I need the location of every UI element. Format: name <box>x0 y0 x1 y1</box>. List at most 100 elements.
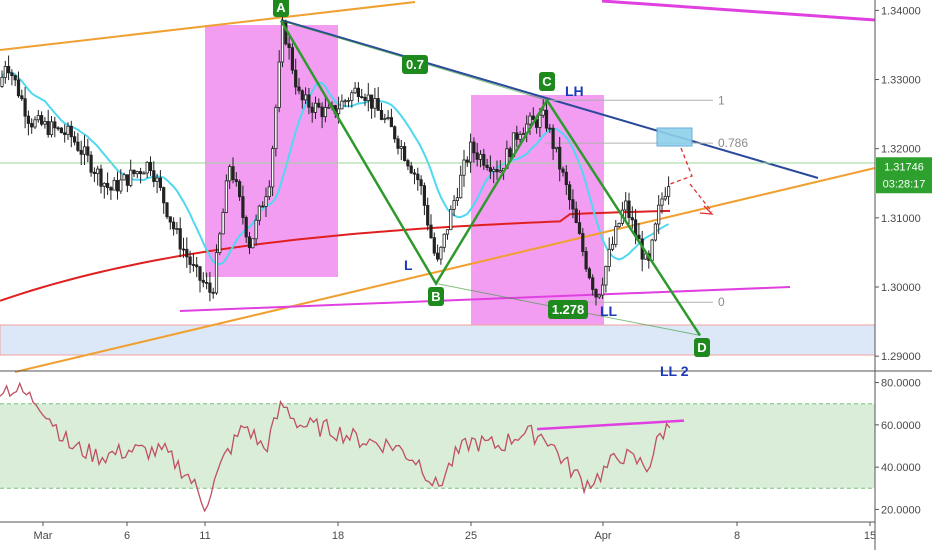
candle-body <box>257 205 262 221</box>
candle-body <box>601 284 605 296</box>
candle-body <box>548 127 552 130</box>
candle <box>10 69 14 86</box>
candle <box>373 87 377 118</box>
candle <box>389 108 394 128</box>
candle <box>548 123 552 134</box>
candle-body <box>0 76 4 87</box>
candle-body <box>356 87 361 97</box>
candle-body <box>7 66 11 74</box>
time-tick-label: 18 <box>332 530 344 542</box>
candle <box>195 256 199 278</box>
candle-body <box>26 115 31 124</box>
candle <box>135 170 139 179</box>
candle-body <box>508 148 512 158</box>
time-tick-label: 6 <box>124 530 130 542</box>
candle <box>528 112 532 136</box>
candle-body <box>181 248 186 251</box>
candle <box>26 110 31 136</box>
candle <box>607 237 611 272</box>
candle-body <box>267 186 271 198</box>
candle <box>303 87 308 105</box>
candle-body <box>36 115 40 121</box>
candle <box>106 172 110 195</box>
candle <box>393 125 397 143</box>
candle-body <box>228 166 232 182</box>
candle-body <box>237 181 242 198</box>
candle <box>119 169 123 194</box>
candle-body <box>175 228 179 231</box>
candle-body <box>568 184 572 201</box>
candle <box>574 201 578 224</box>
candle-body <box>106 182 110 189</box>
candle <box>637 222 641 240</box>
candle <box>201 272 205 288</box>
candle-body <box>558 146 562 170</box>
candle-body <box>231 166 235 180</box>
candle-body <box>584 251 588 270</box>
candle-body <box>561 168 565 173</box>
projection-arrow-2 <box>689 183 713 213</box>
candle-body <box>614 226 618 245</box>
candle-body <box>165 202 169 218</box>
last-price-tag[interactable] <box>876 157 932 194</box>
candle <box>53 116 57 138</box>
candle <box>660 192 664 214</box>
candle <box>102 182 106 199</box>
candle <box>558 136 562 182</box>
candle <box>214 244 219 295</box>
candle-body <box>46 121 50 135</box>
candle-body <box>168 216 172 223</box>
rsi-tick-label: 60.0000 <box>881 420 921 432</box>
candle-body <box>158 177 162 188</box>
candle-body <box>313 102 318 113</box>
candle <box>73 131 77 146</box>
candle-body <box>591 277 595 290</box>
point-label-text: D <box>697 340 706 355</box>
fib-target-box[interactable] <box>656 127 693 147</box>
candle-body <box>198 266 202 281</box>
price-panel[interactable] <box>0 0 876 373</box>
time-tick-label: 25 <box>465 530 477 542</box>
candle <box>171 217 176 236</box>
candle <box>551 124 555 160</box>
candle-body <box>528 115 532 125</box>
candle <box>152 161 156 188</box>
candle-body <box>544 109 549 129</box>
candle <box>571 189 575 219</box>
candle <box>92 167 96 183</box>
candle <box>155 173 159 194</box>
candle-body <box>610 243 615 250</box>
candle <box>270 145 275 197</box>
candle <box>13 74 17 87</box>
price-tick-label: 1.29000 <box>881 351 921 363</box>
candle-body <box>386 117 390 119</box>
candle-body <box>56 127 60 130</box>
candle <box>66 122 70 140</box>
candle <box>442 233 446 253</box>
candle-body <box>399 146 403 149</box>
candle <box>396 135 400 155</box>
support-zone <box>0 324 876 356</box>
candle-body <box>350 92 354 101</box>
candle <box>109 186 113 200</box>
upper-channel-line <box>0 1 416 51</box>
candle-body <box>79 149 83 155</box>
candle <box>376 87 380 111</box>
candle-body <box>53 121 57 129</box>
candle <box>218 231 222 256</box>
candle-body <box>455 197 460 202</box>
candle <box>59 126 64 134</box>
ratio-label-text: 0.7 <box>406 57 424 72</box>
rsi-panel[interactable] <box>0 381 875 513</box>
candle-body <box>667 186 671 197</box>
candle-body <box>241 196 245 218</box>
candle <box>564 165 568 195</box>
moving-average-slow <box>0 209 671 302</box>
candle-body <box>142 172 146 175</box>
candle-body <box>449 208 453 231</box>
candle <box>99 164 103 194</box>
candle-body <box>587 268 592 279</box>
candle-body <box>49 121 54 135</box>
candle <box>20 89 24 101</box>
